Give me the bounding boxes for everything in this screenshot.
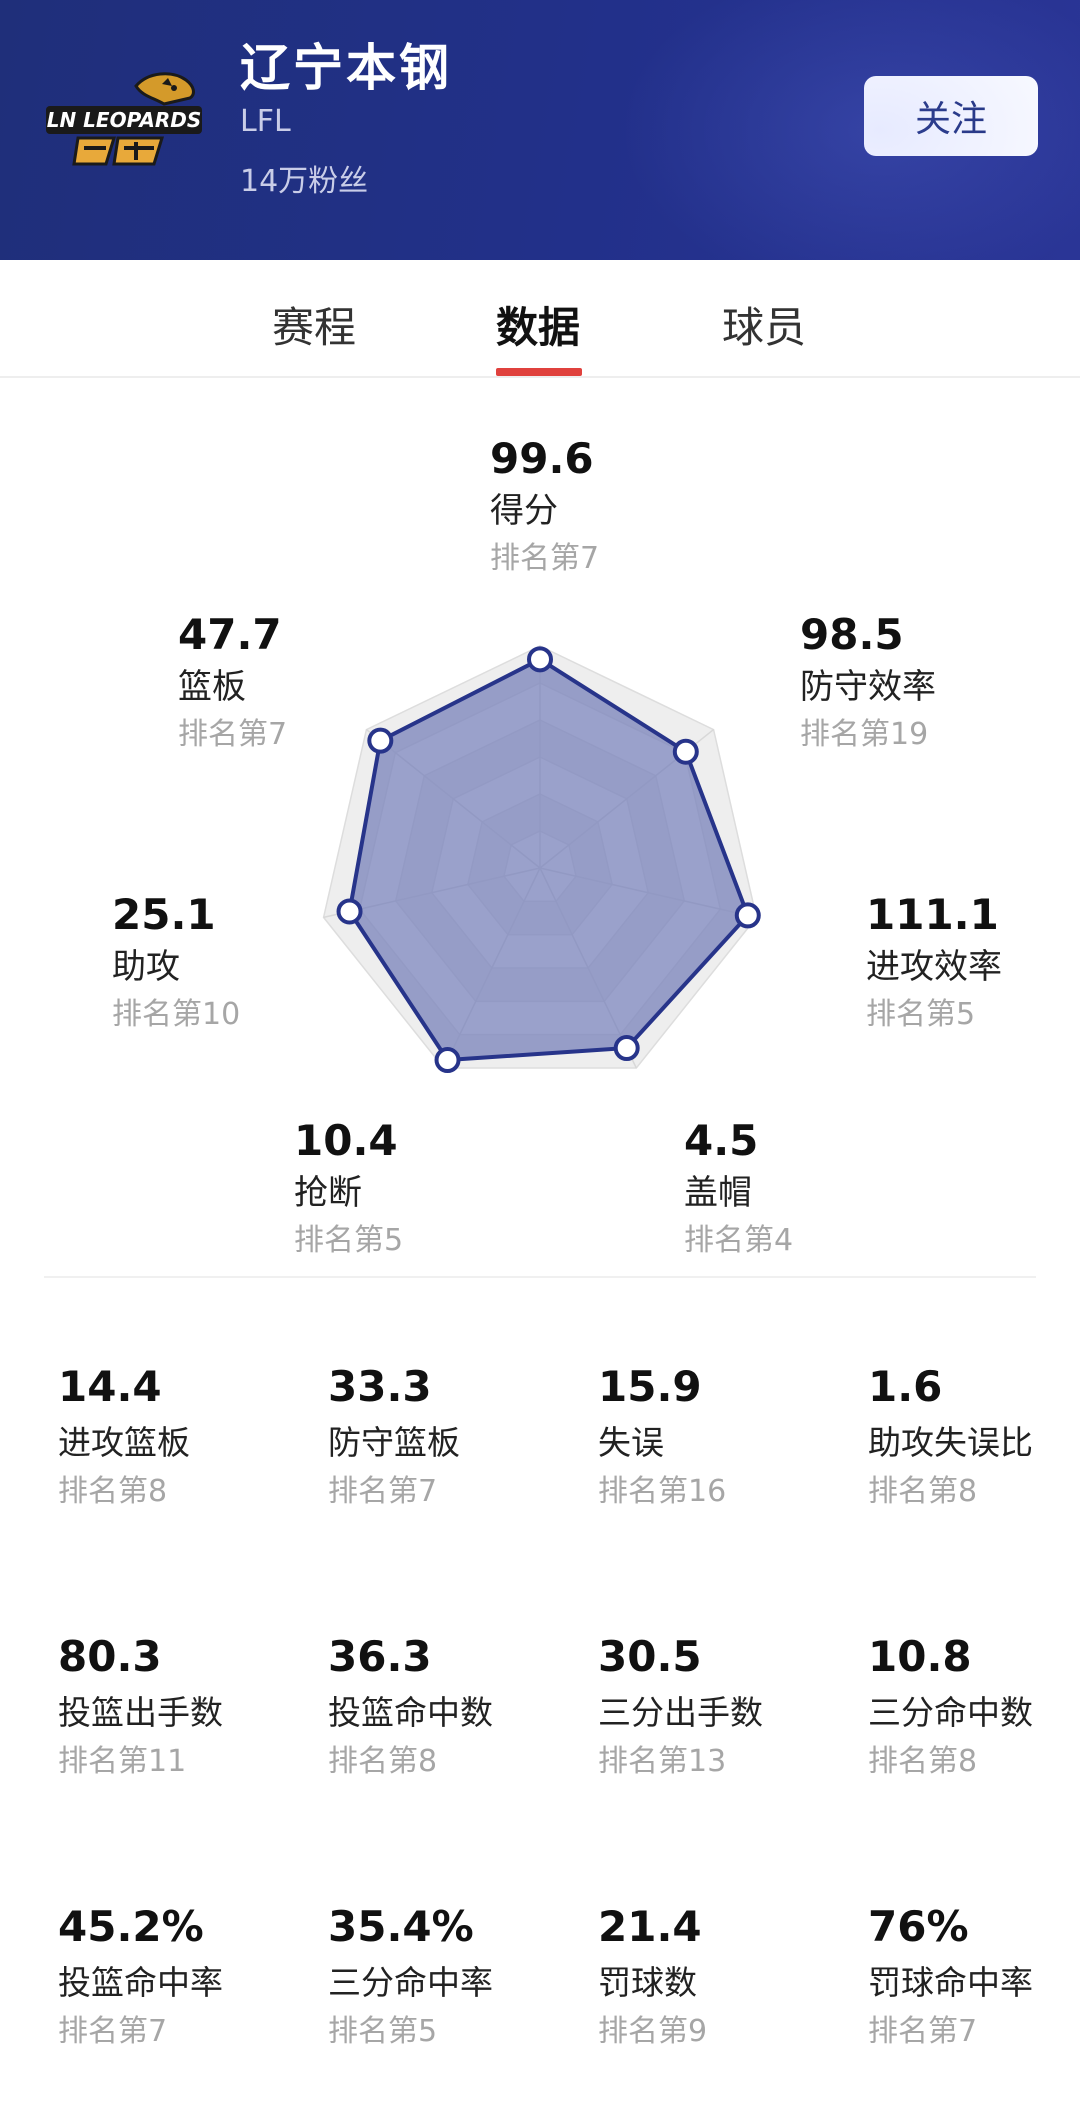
active-tab-indicator — [496, 368, 582, 376]
follow-button[interactable]: 关注 — [864, 76, 1038, 156]
stat-value: 1.6 — [868, 1362, 943, 1411]
radar-label-steals: 10.4 抢断 排名第5 — [294, 1120, 403, 1256]
stat-name: 三分命中数 — [868, 1693, 1033, 1732]
stat-fg-percentage: 45.2% 投篮命中率 排名第7 — [58, 1906, 328, 2047]
radar-rank: 排名第7 — [490, 541, 600, 576]
radar-name: 助攻 — [112, 947, 180, 987]
radar-label-assists: 25.1 助攻 排名第10 — [112, 894, 240, 1030]
team-header: LN LEOPARDS 辽宁本钢 LFL 14万粉丝 关注 — [0, 0, 1080, 260]
radar-data-point — [527, 646, 553, 673]
tab-stats[interactable]: 数据 — [496, 303, 581, 352]
radar-value: 111.1 — [866, 890, 999, 939]
stat-3pt-attempts: 30.5 三分出手数 排名第13 — [598, 1636, 868, 1777]
radar-value: 10.4 — [294, 1116, 398, 1165]
radar-name: 盖帽 — [684, 1173, 752, 1213]
radar-value: 4.5 — [684, 1116, 759, 1165]
stat-value: 45.2% — [58, 1902, 204, 1951]
radar-label-points: 99.6 得分 排名第7 — [490, 438, 599, 574]
stat-name: 助攻失误比 — [868, 1423, 1033, 1462]
radar-data-point — [434, 1047, 461, 1074]
radar-value: 25.1 — [112, 890, 216, 939]
stat-name: 失误 — [598, 1423, 664, 1462]
radar-data-point — [613, 1035, 640, 1062]
stat-name: 投篮命中数 — [328, 1693, 493, 1732]
stat-name: 投篮出手数 — [58, 1693, 223, 1732]
stat-rank: 排名第9 — [598, 2014, 708, 2049]
stat-name: 防守篮板 — [328, 1423, 460, 1462]
stat-value: 15.9 — [598, 1362, 702, 1411]
stat-rank: 排名第7 — [58, 2014, 168, 2049]
radar-label-offense-efficiency: 111.1 进攻效率 排名第5 — [866, 894, 1002, 1030]
radar-label-blocks: 4.5 盖帽 排名第4 — [684, 1120, 793, 1256]
radar-rank: 排名第7 — [178, 717, 288, 752]
stat-ft-percentage: 76% 罚球命中率 排名第7 — [868, 1906, 1080, 2047]
stat-name: 罚球数 — [598, 1963, 697, 2002]
radar-value: 47.7 — [178, 610, 282, 659]
radar-data-point — [734, 902, 761, 929]
stat-rank: 排名第8 — [328, 1744, 438, 1779]
radar-name: 防守效率 — [800, 667, 936, 707]
radar-value: 99.6 — [490, 434, 594, 483]
stat-turnovers: 15.9 失误 排名第16 — [598, 1366, 868, 1507]
stat-3pt-made: 10.8 三分命中数 排名第8 — [868, 1636, 1080, 1777]
radar-chart — [322, 645, 761, 1074]
stat-rank: 排名第7 — [328, 1474, 438, 1509]
radar-data-point — [672, 738, 699, 765]
radar-label-rebounds: 47.7 篮板 排名第7 — [178, 614, 287, 750]
stat-name: 进攻篮板 — [58, 1423, 190, 1462]
stat-name: 三分命中率 — [328, 1963, 493, 2002]
radar-data-point — [336, 898, 363, 925]
radar-rank: 排名第4 — [684, 1223, 794, 1258]
stat-value: 35.4% — [328, 1902, 474, 1951]
stat-value: 10.8 — [868, 1632, 972, 1681]
stat-rank: 排名第8 — [868, 1474, 978, 1509]
radar-value: 98.5 — [800, 610, 904, 659]
stat-fg-made: 36.3 投篮命中数 排名第8 — [328, 1636, 598, 1777]
stat-rank: 排名第5 — [328, 2014, 438, 2049]
svg-text:LN LEOPARDS: LN LEOPARDS — [47, 108, 202, 132]
radar-rank: 排名第5 — [866, 997, 976, 1032]
radar-data-area — [347, 657, 750, 1063]
radar-section: 99.6 得分 排名第7 98.5 防守效率 排名第19 111.1 进攻效率 … — [0, 378, 1080, 1278]
team-name: 辽宁本钢 — [240, 39, 452, 97]
section-divider — [44, 1276, 1036, 1278]
stat-value: 76% — [868, 1902, 969, 1951]
stat-free-throws: 21.4 罚球数 排名第9 — [598, 1906, 868, 2047]
stat-value: 80.3 — [58, 1632, 162, 1681]
stat-rank: 排名第11 — [58, 1744, 187, 1779]
stat-name: 三分出手数 — [598, 1693, 763, 1732]
stat-value: 33.3 — [328, 1362, 432, 1411]
team-logo: LN LEOPARDS — [44, 68, 204, 168]
stat-fg-attempts: 80.3 投篮出手数 排名第11 — [58, 1636, 328, 1777]
stat-value: 21.4 — [598, 1902, 702, 1951]
stat-value: 36.3 — [328, 1632, 432, 1681]
stat-value: 30.5 — [598, 1632, 702, 1681]
radar-name: 进攻效率 — [866, 947, 1002, 987]
radar-label-defense-efficiency: 98.5 防守效率 排名第19 — [800, 614, 936, 750]
tab-players[interactable]: 球员 — [722, 303, 807, 352]
stat-value: 14.4 — [58, 1362, 162, 1411]
radar-rank: 排名第5 — [294, 1223, 404, 1258]
stat-defensive-rebounds: 33.3 防守篮板 排名第7 — [328, 1366, 598, 1507]
tab-bar: 赛程 数据 球员 — [0, 260, 1080, 378]
radar-name: 抢断 — [294, 1173, 362, 1213]
stat-rank: 排名第8 — [58, 1474, 168, 1509]
stat-3pt-percentage: 35.4% 三分命中率 排名第5 — [328, 1906, 598, 2047]
team-league: LFL — [240, 104, 291, 139]
stat-offensive-rebounds: 14.4 进攻篮板 排名第8 — [58, 1366, 328, 1507]
stat-rank: 排名第13 — [598, 1744, 727, 1779]
tab-schedule[interactable]: 赛程 — [272, 303, 357, 352]
stat-name: 罚球命中率 — [868, 1963, 1033, 2002]
stat-assist-turnover-ratio: 1.6 助攻失误比 排名第8 — [868, 1366, 1080, 1507]
radar-name: 篮板 — [178, 667, 246, 707]
radar-rank: 排名第10 — [112, 997, 241, 1032]
radar-data-point — [367, 727, 394, 754]
stat-name: 投篮命中率 — [58, 1963, 223, 2002]
radar-rank: 排名第19 — [800, 717, 929, 752]
radar-name: 得分 — [490, 491, 558, 531]
stat-rank: 排名第7 — [868, 2014, 978, 2049]
follower-count: 14万粉丝 — [240, 164, 369, 199]
stat-rank: 排名第16 — [598, 1474, 727, 1509]
stat-rank: 排名第8 — [868, 1744, 978, 1779]
